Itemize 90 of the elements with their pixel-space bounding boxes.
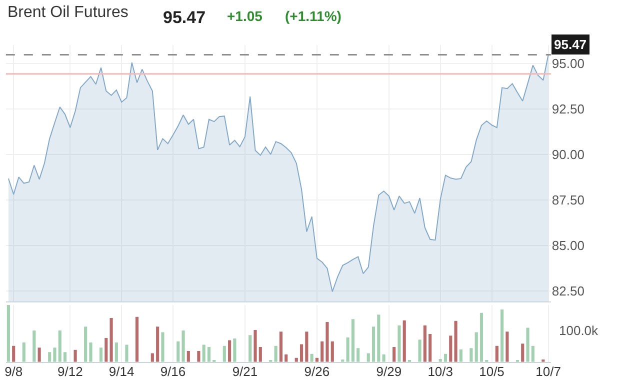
bar — [377, 314, 380, 362]
x-tick-label: 9/26 — [304, 364, 330, 379]
bar — [58, 330, 62, 362]
x-tick-label: 10/3 — [428, 364, 454, 379]
bar — [402, 320, 406, 362]
bar — [233, 338, 236, 362]
x-tick-label: 9/14 — [108, 364, 134, 379]
bar — [351, 319, 354, 362]
bar — [454, 320, 458, 362]
bar — [382, 354, 386, 362]
bar — [207, 347, 211, 362]
bar — [284, 354, 288, 362]
bar — [6, 304, 10, 362]
ref-line-label: 95.47 — [554, 37, 587, 52]
bar — [330, 341, 334, 362]
bar — [228, 340, 232, 362]
bar — [63, 352, 67, 362]
x-tick-label: 10/5 — [479, 364, 504, 379]
bar — [470, 348, 473, 362]
bar — [480, 312, 484, 362]
bar — [48, 352, 52, 362]
x-tick-label: 10/7 — [536, 364, 561, 379]
bar — [418, 340, 422, 362]
bar — [428, 334, 432, 362]
x-tick-label: 9/29 — [376, 364, 402, 379]
bar — [274, 346, 278, 362]
bar — [38, 348, 41, 362]
y-tick-label: 85.00 — [552, 238, 584, 253]
text: 95.47 — [163, 8, 206, 27]
bar — [53, 348, 56, 362]
bar — [366, 353, 370, 362]
bar — [135, 316, 139, 362]
x-tick-label: 9/8 — [4, 364, 23, 379]
bar — [202, 344, 206, 362]
bar — [248, 335, 252, 362]
text: 100.0k — [559, 323, 599, 338]
bar — [474, 332, 478, 362]
bar — [531, 346, 534, 362]
bar — [222, 346, 226, 362]
bar — [150, 353, 154, 362]
bar — [305, 332, 308, 362]
bar — [372, 326, 376, 362]
bar — [279, 332, 283, 362]
x-tick-label: 9/12 — [58, 364, 83, 379]
bar — [182, 330, 185, 362]
text: (+1.11%) — [285, 8, 342, 24]
bar — [506, 332, 509, 362]
bar — [500, 310, 504, 362]
bar — [310, 354, 314, 362]
bar — [346, 337, 350, 362]
bar — [32, 330, 36, 362]
y-tick-label: 90.00 — [552, 146, 584, 162]
bar — [521, 344, 524, 362]
y-tick-label: 95.00 — [552, 56, 584, 71]
bar — [423, 325, 426, 362]
bar — [176, 341, 180, 362]
y-tick-label: 87.50 — [552, 192, 584, 208]
bar — [326, 322, 329, 362]
bar — [258, 347, 262, 362]
y-tick-label: 82.50 — [552, 283, 584, 298]
bar — [254, 330, 257, 362]
bar — [110, 318, 113, 362]
chart-title: Brent Oil Futures — [7, 4, 128, 22]
bar — [449, 336, 452, 362]
bar — [156, 326, 160, 362]
bar — [526, 328, 530, 362]
bar — [392, 347, 396, 362]
bar — [99, 348, 103, 362]
bar — [398, 325, 401, 362]
bar — [197, 351, 200, 362]
text: +1.05 — [227, 8, 263, 24]
bar — [74, 350, 77, 362]
y-tick-label: 92.50 — [552, 101, 584, 116]
bar — [12, 346, 16, 362]
bar — [459, 349, 462, 362]
bar — [186, 351, 190, 362]
bar — [300, 344, 304, 362]
bar — [22, 342, 26, 362]
x-tick-label: 9/21 — [232, 364, 258, 379]
bar — [104, 338, 108, 362]
bar — [356, 348, 360, 362]
x-tick-label: 9/16 — [160, 364, 186, 379]
bar — [125, 344, 128, 362]
bar — [161, 332, 164, 362]
bar — [84, 326, 88, 362]
bar — [320, 341, 324, 362]
bar — [495, 346, 498, 362]
bar — [114, 342, 118, 362]
bar — [89, 342, 92, 362]
bar — [444, 354, 448, 362]
